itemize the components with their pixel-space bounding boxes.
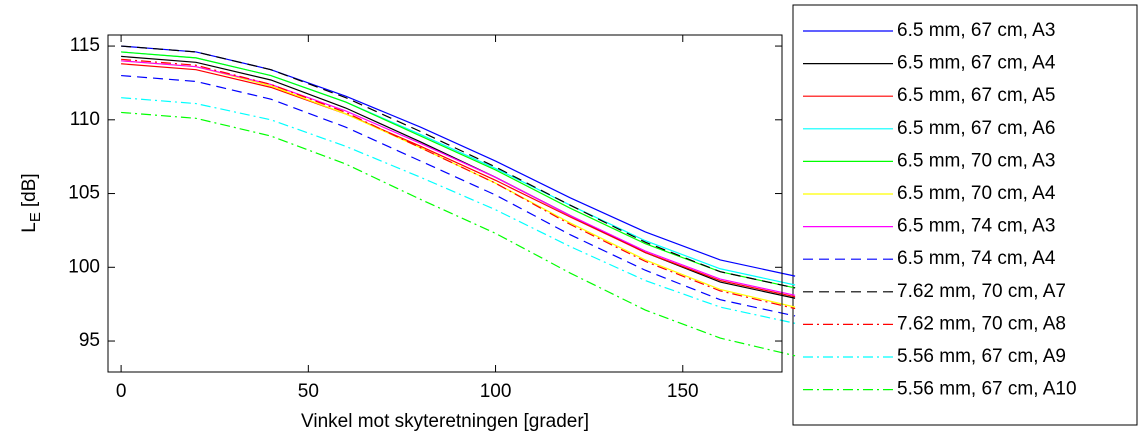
series-line bbox=[121, 63, 796, 298]
y-tick-label: 100 bbox=[68, 256, 100, 277]
x-tick-label: 50 bbox=[298, 381, 319, 402]
y-label-main: L bbox=[19, 222, 40, 233]
y-tick-label: 115 bbox=[70, 35, 100, 56]
series-line bbox=[121, 58, 796, 310]
plot-area bbox=[108, 35, 782, 372]
y-tick-label: 110 bbox=[70, 109, 100, 130]
axes-frame bbox=[107, 34, 783, 373]
legend-label: 6.5 mm, 70 cm, A3 bbox=[897, 150, 1055, 171]
y-axis-label: LE [dB] bbox=[19, 173, 44, 232]
x-tick-label: 0 bbox=[116, 381, 127, 402]
legend-label: 6.5 mm, 70 cm, A4 bbox=[897, 183, 1056, 204]
y-label-sub: E bbox=[27, 212, 44, 222]
series-line bbox=[121, 60, 796, 296]
y-tick-label: 105 bbox=[68, 183, 100, 204]
series-line bbox=[121, 60, 796, 308]
legend-label: 6.5 mm, 67 cm, A5 bbox=[897, 85, 1055, 106]
x-tick-label: 150 bbox=[667, 381, 699, 402]
legend-label: 6.5 mm, 74 cm, A4 bbox=[897, 248, 1056, 269]
y-tick-label: 95 bbox=[79, 330, 100, 351]
legend-label: 5.56 mm, 67 cm, A10 bbox=[897, 379, 1077, 400]
legend-label: 6.5 mm, 67 cm, A3 bbox=[897, 20, 1055, 41]
legend-label: 5.56 mm, 67 cm, A9 bbox=[897, 346, 1066, 367]
series-line bbox=[121, 45, 796, 289]
legend-label: 6.5 mm, 74 cm, A3 bbox=[897, 216, 1055, 237]
legend-label: 6.5 mm, 67 cm, A6 bbox=[897, 118, 1055, 139]
y-label-unit: [dB] bbox=[19, 173, 40, 207]
series-line bbox=[121, 55, 796, 299]
series-line bbox=[121, 111, 796, 357]
legend-box bbox=[792, 4, 1138, 426]
legend-label: 6.5 mm, 67 cm, A4 bbox=[897, 53, 1056, 74]
series-line bbox=[121, 74, 796, 317]
legend-label: 7.62 mm, 70 cm, A7 bbox=[897, 281, 1066, 302]
x-axis-label: Vinkel mot skyteretningen [grader] bbox=[301, 411, 589, 432]
series-line bbox=[121, 51, 796, 289]
x-tick-label: 100 bbox=[480, 381, 512, 402]
legend-label: 7.62 mm, 70 cm, A8 bbox=[897, 313, 1066, 334]
